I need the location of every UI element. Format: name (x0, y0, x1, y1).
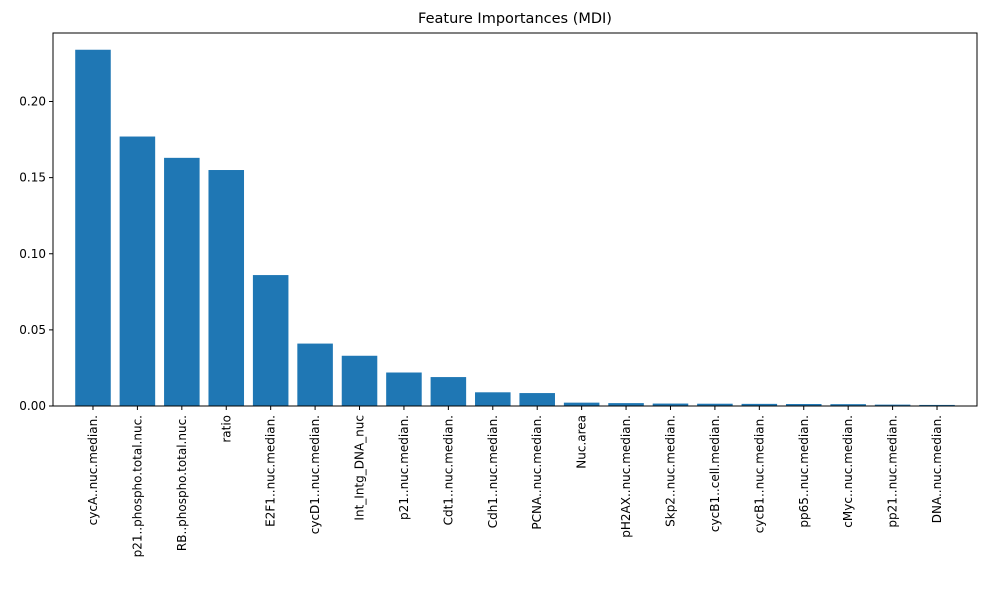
bar-4 (252, 275, 289, 406)
bar-16 (785, 404, 822, 406)
y-tick-label: 0.00 (19, 399, 46, 413)
x-tick-label: Nuc.area (575, 415, 589, 469)
bar-12 (608, 403, 644, 406)
x-tick-label: cycD1..nuc.median. (308, 415, 322, 534)
bar-10 (519, 393, 555, 406)
x-tick-label: cycB1..nuc.median. (752, 415, 766, 533)
x-tick-label: pH2AX..nuc.median. (619, 415, 633, 538)
x-tick-label: Cdh1..nuc.median. (486, 415, 500, 528)
bar-7 (386, 372, 422, 406)
x-tick-label: Cdt1..nuc.median. (441, 415, 455, 525)
x-tick-label: ratio (219, 415, 233, 443)
bar-6 (341, 355, 378, 406)
x-tick-label: pp21..nuc.median. (886, 415, 900, 528)
x-tick-label: RB..phospho.total.nuc. (175, 415, 189, 551)
bar-8 (430, 377, 467, 406)
x-axis: cycA..nuc.median. p21..phospho.total.nuc.… (86, 406, 944, 557)
y-tick-label: 0.05 (19, 323, 46, 337)
x-tick-label: cycB1..cell.median. (708, 415, 722, 532)
bar-5 (297, 343, 333, 406)
bar-17 (830, 404, 866, 406)
x-tick-label: pp65..nuc.median. (797, 415, 811, 528)
x-tick-label: cycA..nuc.median. (86, 415, 100, 525)
y-tick-label: 0.10 (19, 247, 46, 261)
bar-2 (164, 157, 200, 406)
plot-frame (52, 32, 978, 407)
bar-15 (741, 403, 778, 406)
bar-0 (75, 49, 111, 406)
x-tick-label: p21..phospho.total.nuc. (130, 415, 144, 557)
bar-18 (874, 404, 911, 406)
x-tick-label: p21..nuc.median. (397, 415, 411, 520)
bar-9 (475, 392, 511, 406)
bar-3 (208, 170, 245, 406)
x-tick-label: DNA..nuc.median. (930, 415, 944, 523)
y-tick-label: 0.20 (19, 95, 46, 109)
bars-group (75, 49, 955, 406)
bar-13 (652, 403, 689, 406)
x-tick-label: cMyc..nuc.median. (841, 415, 855, 528)
bar-14 (697, 403, 733, 406)
bar-1 (119, 136, 156, 406)
y-tick-label: 0.15 (19, 171, 46, 185)
x-tick-label: Int_Intg_DNA_nuc (353, 415, 367, 521)
y-axis: 0.00 0.05 0.10 0.15 0.20 (19, 95, 53, 413)
bar-11 (563, 402, 600, 406)
x-tick-label: E2F1..nuc.median. (264, 415, 278, 527)
bar-19 (919, 404, 955, 406)
x-tick-label: PCNA..nuc.median. (530, 415, 544, 530)
x-tick-label: Skp2..nuc.median. (663, 415, 677, 527)
chart-title: Feature Importances (MDI) (418, 11, 612, 27)
